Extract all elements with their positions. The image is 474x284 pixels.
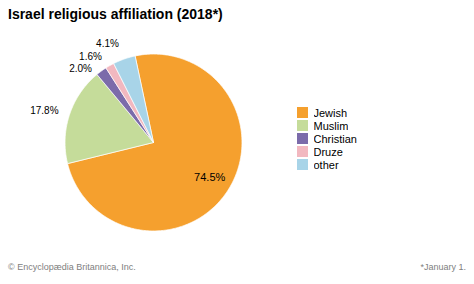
svg-text:74.5%: 74.5%	[194, 171, 225, 183]
html-text:Israel religious affiliation (: Israel religious affiliation (2018*)	[8, 6, 223, 22]
html-text:Jewish: Jewish	[313, 106, 348, 119]
html-text:Christian: Christian	[313, 132, 357, 145]
html-text:other: other	[313, 158, 339, 171]
html-text:Druze: Druze	[313, 145, 343, 158]
html-text:© Encyclopædia Britannica, Inc: © Encyclopædia Britannica, Inc.	[8, 262, 136, 272]
svg-text:17.8%: 17.8%	[30, 105, 58, 116]
html-text:*January 1.: *January 1.	[420, 262, 466, 272]
svg-text:2.0%: 2.0%	[69, 63, 92, 74]
svg-text:4.1%: 4.1%	[96, 38, 119, 49]
html-text:Muslim: Muslim	[313, 119, 349, 132]
svg-text:1.6%: 1.6%	[79, 51, 102, 62]
